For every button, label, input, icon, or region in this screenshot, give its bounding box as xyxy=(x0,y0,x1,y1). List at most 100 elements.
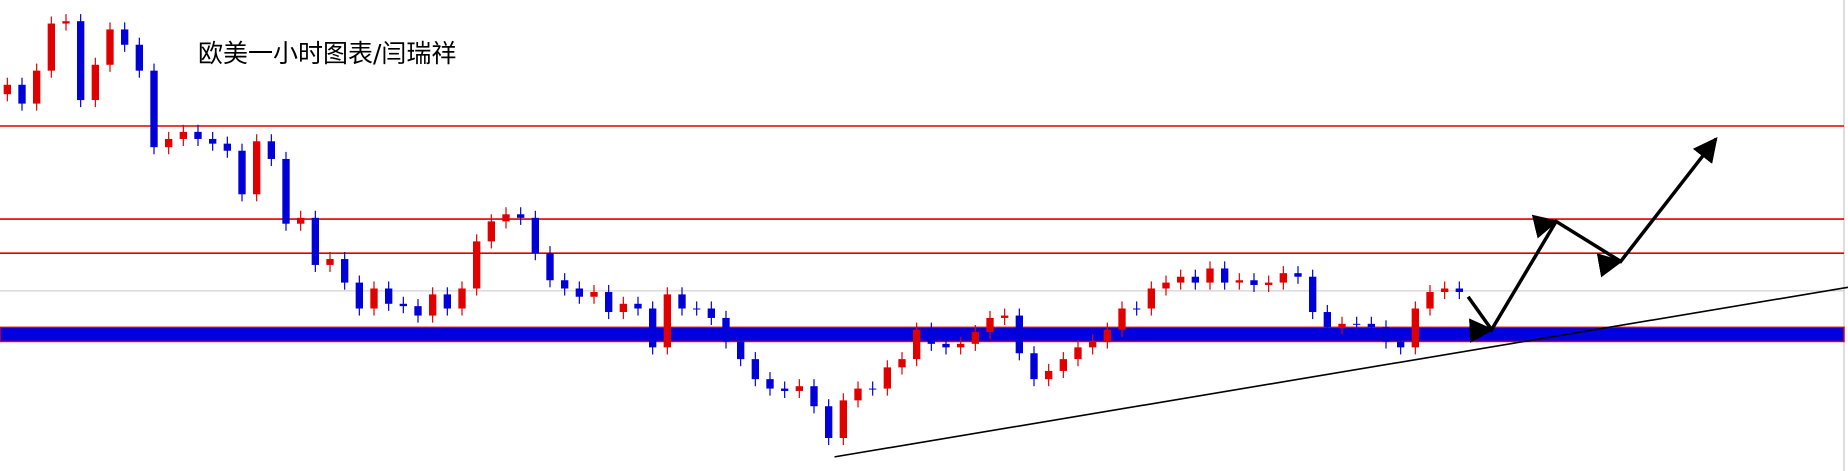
candle-body xyxy=(590,292,598,297)
forecast-arrows xyxy=(1466,137,1718,343)
candle-body xyxy=(267,141,275,159)
candle-body xyxy=(3,84,11,95)
candle-body xyxy=(165,138,173,148)
candle-body xyxy=(781,388,789,391)
candle-body xyxy=(1191,276,1199,283)
candle-body xyxy=(605,292,613,313)
candle-body xyxy=(1426,292,1434,309)
candle-body xyxy=(135,44,143,71)
candle-body xyxy=(1250,280,1258,285)
candle-body xyxy=(678,294,686,309)
candle-body xyxy=(297,217,305,224)
candle-body xyxy=(942,343,950,348)
candles xyxy=(3,14,1463,446)
candle-body xyxy=(766,379,774,389)
candle-body xyxy=(414,306,422,316)
candle-body xyxy=(839,400,847,439)
candle-body xyxy=(971,332,979,344)
candle-body xyxy=(91,64,99,101)
candle-body xyxy=(619,303,627,313)
candle-body xyxy=(1103,329,1111,342)
candle-body xyxy=(311,217,319,265)
candle-body xyxy=(1030,353,1038,380)
chart-title: 欧美一小时图表/闫瑞祥 xyxy=(198,39,456,68)
candle-body xyxy=(47,23,55,71)
candle-body xyxy=(62,21,70,24)
candle-body xyxy=(1162,282,1170,289)
candle-body xyxy=(1441,288,1449,293)
candle-body xyxy=(1074,347,1082,360)
candle-body xyxy=(253,141,261,195)
candle-body xyxy=(1397,341,1405,348)
candle-body xyxy=(1323,312,1331,328)
candle-body xyxy=(869,388,877,390)
candle-body xyxy=(1015,315,1023,354)
candle-body xyxy=(854,388,862,401)
candle-body xyxy=(546,253,554,281)
candle-body xyxy=(795,386,803,391)
candle-body xyxy=(1118,308,1126,330)
candle-body xyxy=(737,341,745,360)
candle-body xyxy=(487,221,495,242)
overlay xyxy=(834,137,1848,458)
candle-body xyxy=(1089,341,1097,348)
candle-body xyxy=(1133,308,1141,310)
candle-body xyxy=(1279,273,1287,283)
candle-body xyxy=(561,280,569,289)
candle-body xyxy=(707,308,715,318)
candle-body xyxy=(927,329,935,344)
candle-body xyxy=(33,70,41,104)
candle-body xyxy=(1235,280,1243,283)
candle-body xyxy=(722,317,730,342)
candle-body xyxy=(77,21,85,101)
candle-body xyxy=(194,131,202,139)
candle-body xyxy=(443,294,451,309)
candle-body xyxy=(649,308,657,348)
candle-body xyxy=(1221,268,1229,283)
candle-body xyxy=(209,138,217,144)
candle-body xyxy=(517,214,525,218)
candle-body xyxy=(458,288,466,309)
candle-body xyxy=(1059,359,1067,371)
candle-body xyxy=(473,241,481,289)
candle-body xyxy=(385,288,393,304)
candle-body xyxy=(179,131,187,139)
candle-body xyxy=(751,359,759,380)
candle-body xyxy=(223,143,231,151)
candle-body xyxy=(1265,282,1273,285)
candle-body xyxy=(1353,323,1361,325)
candle-body xyxy=(810,386,818,407)
candle-body xyxy=(18,84,26,104)
candle-body xyxy=(502,214,510,222)
candle-body xyxy=(1206,268,1214,283)
candle-body xyxy=(1045,370,1053,380)
candle-body xyxy=(1309,276,1317,313)
candle-body xyxy=(531,217,539,254)
candle-body xyxy=(326,259,334,265)
candle-body xyxy=(1455,288,1463,293)
candle-body xyxy=(898,359,906,368)
candle-body xyxy=(1177,276,1185,283)
candle-body xyxy=(106,29,114,65)
candle-body xyxy=(825,406,833,439)
candle-body xyxy=(429,294,437,316)
candle-body xyxy=(883,367,891,389)
candle-body xyxy=(1001,315,1009,318)
candle-body xyxy=(986,317,994,333)
candle-body xyxy=(121,29,129,45)
candle-body xyxy=(663,294,671,348)
candle-body xyxy=(370,288,378,309)
candle-body xyxy=(1294,273,1302,277)
candle-body xyxy=(1382,327,1390,342)
candle-body xyxy=(575,288,583,297)
candle-body xyxy=(399,303,407,307)
candle-body xyxy=(1147,288,1155,309)
candle-body xyxy=(1367,323,1375,328)
candle-body xyxy=(693,308,701,310)
candle-body xyxy=(355,282,363,309)
candle-body xyxy=(238,150,246,195)
candle-body xyxy=(282,158,290,224)
